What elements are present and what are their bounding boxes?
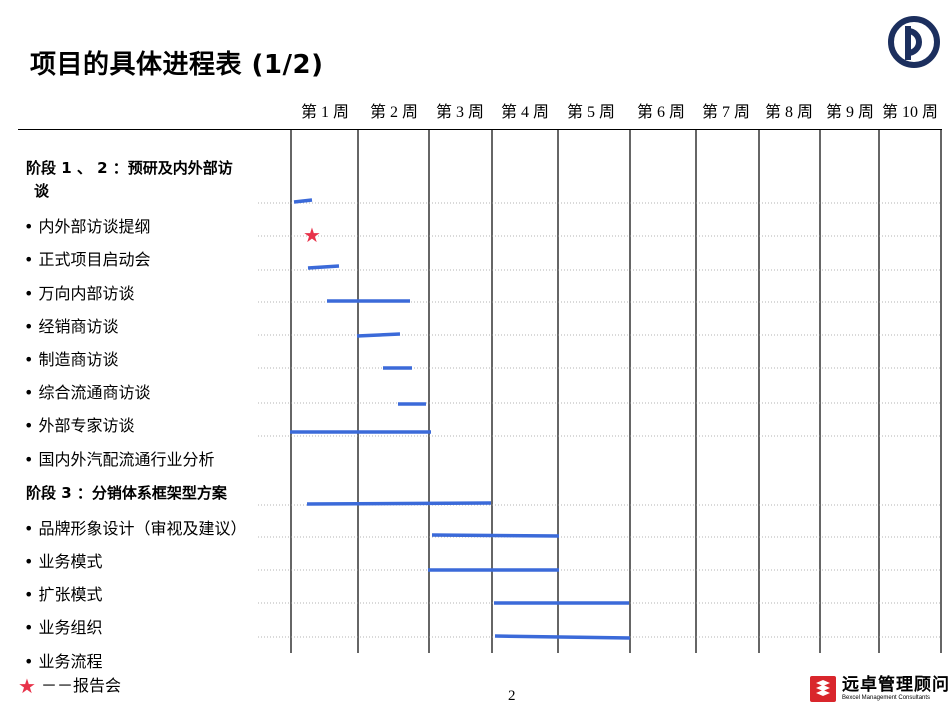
page-number: 2: [508, 688, 516, 704]
task-bar: [293, 198, 313, 204]
week-label: 第 3 周: [435, 104, 485, 121]
task-label: • 业务流程: [24, 652, 103, 671]
week-label: 第 2 周: [369, 104, 419, 121]
brand-name-cn: 远卓管理顾问: [842, 675, 950, 695]
task-bar: [494, 634, 631, 640]
task-bar: [356, 332, 401, 338]
task-label: • 制造商访谈: [24, 350, 119, 369]
task-label: • 品牌形象设计（审视及建议）: [24, 519, 247, 538]
week-label: 第 10 周: [881, 104, 939, 121]
phase-1-line-1: 阶段 1 、 2 ：预研及内外部访: [26, 159, 233, 177]
star-icon: ★: [18, 674, 36, 698]
week-label: 第 8 周: [764, 104, 814, 121]
task-label: • 综合流通商访谈: [24, 383, 151, 402]
task-bar: [431, 533, 560, 538]
legend: ★ －－报告会: [18, 672, 121, 698]
task-label: • 经销商访谈: [24, 317, 119, 336]
week-label: 第 5 周: [566, 104, 616, 121]
phase-3-heading: 阶段 3 ：分销体系框架型方案: [26, 484, 227, 502]
task-label: • 外部专家访谈: [24, 416, 135, 435]
week-label: 第 9 周: [825, 104, 875, 121]
footer-brand: 远卓管理顾问 Bexcel Management Consultants: [810, 676, 950, 702]
company-logo-icon: [888, 16, 940, 68]
week-label: 第 1 周: [300, 104, 350, 121]
task-bar: [306, 501, 492, 506]
milestone-star-icon: ★: [303, 223, 321, 247]
phase-1-heading: 阶段 1 、 2 ：预研及内外部访 谈: [26, 157, 276, 203]
task-label: • 扩张模式: [24, 585, 103, 604]
brand-logo-icon: [810, 676, 836, 702]
task-label: • 国内外汽配流通行业分析: [24, 450, 215, 469]
page-title: 项目的具体进程表 (1/2): [30, 50, 324, 80]
week-label: 第 6 周: [636, 104, 686, 121]
legend-text: －－报告会: [41, 676, 122, 695]
task-label: • 正式项目启动会: [24, 250, 151, 269]
phase-1-line-2: 谈: [34, 182, 50, 200]
task-label: • 万向内部访谈: [24, 284, 135, 303]
task-bar: [307, 264, 340, 270]
week-label: 第 7 周: [701, 104, 751, 121]
week-header: 第 1 周 第 2 周 第 3 周 第 4 周 第 5 周 第 6 周 第 7 …: [290, 98, 942, 122]
header-divider: [18, 129, 942, 130]
task-label: • 业务组织: [24, 618, 103, 637]
task-label: • 业务模式: [24, 552, 103, 571]
week-label: 第 4 周: [500, 104, 550, 121]
brand-name-en: Bexcel Management Consultants: [842, 695, 931, 701]
task-label: • 内外部访谈提纲: [24, 217, 151, 236]
